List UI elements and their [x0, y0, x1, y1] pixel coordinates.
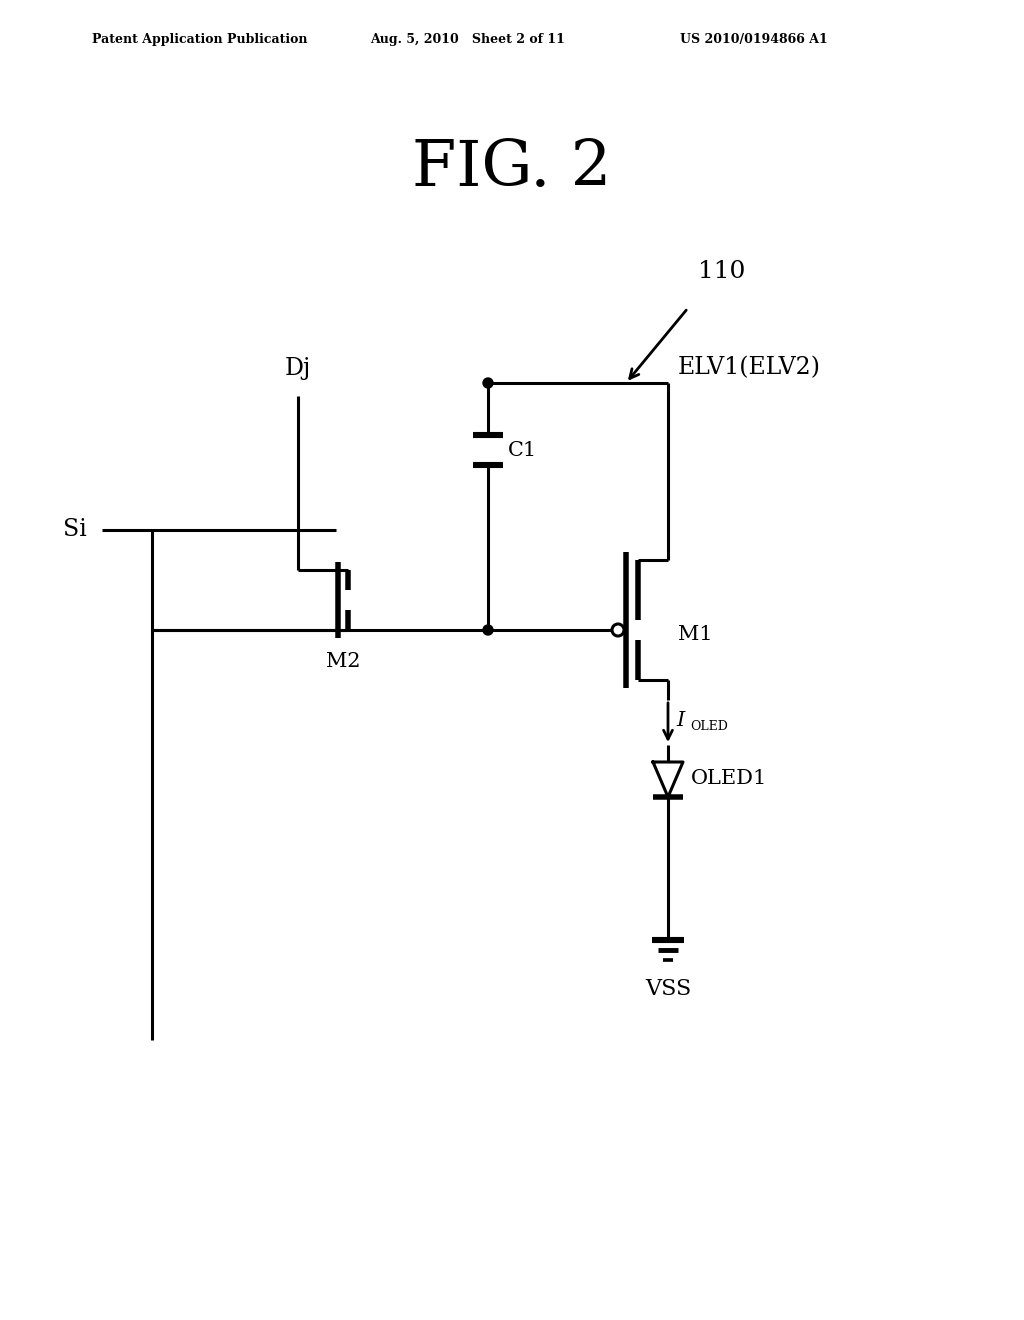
Text: OLED: OLED: [690, 719, 728, 733]
Text: VSS: VSS: [645, 978, 691, 1001]
Text: Si: Si: [63, 519, 87, 541]
Circle shape: [483, 624, 493, 635]
Circle shape: [483, 378, 493, 388]
Text: Patent Application Publication: Patent Application Publication: [92, 33, 307, 46]
Text: C1: C1: [508, 441, 538, 459]
Text: ELV1(ELV2): ELV1(ELV2): [678, 356, 821, 379]
Text: M1: M1: [678, 626, 713, 644]
Text: M2: M2: [326, 652, 360, 671]
Text: FIG. 2: FIG. 2: [413, 137, 611, 198]
Text: 110: 110: [698, 260, 745, 284]
Text: Dj: Dj: [285, 356, 311, 380]
Text: I: I: [676, 710, 684, 730]
Text: US 2010/0194866 A1: US 2010/0194866 A1: [680, 33, 827, 46]
Text: Aug. 5, 2010   Sheet 2 of 11: Aug. 5, 2010 Sheet 2 of 11: [370, 33, 565, 46]
Text: OLED1: OLED1: [691, 770, 767, 788]
